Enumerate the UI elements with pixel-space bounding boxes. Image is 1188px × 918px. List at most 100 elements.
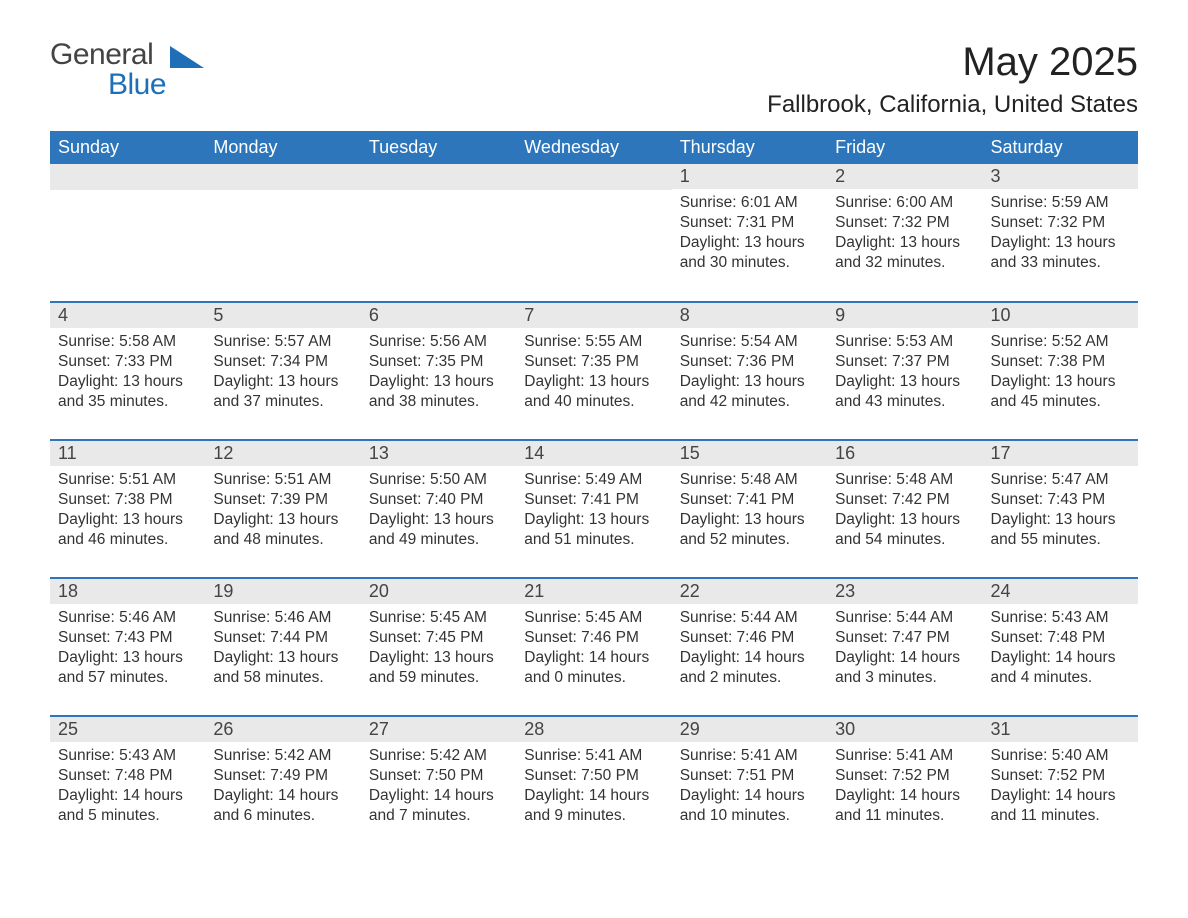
daylight-line: Daylight: 13 hours and 49 minutes. <box>369 510 508 550</box>
daylight-line: Daylight: 14 hours and 0 minutes. <box>524 648 663 688</box>
daylight-line: Daylight: 13 hours and 57 minutes. <box>58 648 197 688</box>
sunrise-line: Sunrise: 5:51 AM <box>58 470 197 490</box>
sunset-line: Sunset: 7:50 PM <box>524 766 663 786</box>
sunset-line: Sunset: 7:48 PM <box>991 628 1130 648</box>
sunset-line: Sunset: 7:35 PM <box>369 352 508 372</box>
day-number: 23 <box>827 579 982 604</box>
day-number: 28 <box>516 717 671 742</box>
day-cell: 31Sunrise: 5:40 AMSunset: 7:52 PMDayligh… <box>983 716 1138 854</box>
sunset-line: Sunset: 7:34 PM <box>213 352 352 372</box>
header: General Blue May 2025 Fallbrook, Califor… <box>50 40 1138 119</box>
sunset-line: Sunset: 7:44 PM <box>213 628 352 648</box>
sunset-line: Sunset: 7:43 PM <box>991 490 1130 510</box>
day-number: 16 <box>827 441 982 466</box>
month-title: May 2025 <box>767 40 1138 85</box>
daylight-line: Daylight: 14 hours and 2 minutes. <box>680 648 819 688</box>
day-number <box>361 164 516 190</box>
sunset-line: Sunset: 7:47 PM <box>835 628 974 648</box>
day-details: Sunrise: 5:57 AMSunset: 7:34 PMDaylight:… <box>205 328 360 419</box>
day-number: 9 <box>827 303 982 328</box>
day-cell: 2Sunrise: 6:00 AMSunset: 7:32 PMDaylight… <box>827 164 982 302</box>
day-details: Sunrise: 5:44 AMSunset: 7:46 PMDaylight:… <box>672 604 827 695</box>
logo-text-blue: Blue <box>108 70 166 100</box>
day-cell: 6Sunrise: 5:56 AMSunset: 7:35 PMDaylight… <box>361 302 516 440</box>
daylight-line: Daylight: 13 hours and 35 minutes. <box>58 372 197 412</box>
sunset-line: Sunset: 7:33 PM <box>58 352 197 372</box>
day-cell <box>361 164 516 302</box>
day-number: 1 <box>672 164 827 189</box>
day-cell: 22Sunrise: 5:44 AMSunset: 7:46 PMDayligh… <box>672 578 827 716</box>
day-number: 15 <box>672 441 827 466</box>
sunset-line: Sunset: 7:38 PM <box>991 352 1130 372</box>
logo: General Blue <box>50 40 204 100</box>
day-cell: 23Sunrise: 5:44 AMSunset: 7:47 PMDayligh… <box>827 578 982 716</box>
day-details: Sunrise: 5:41 AMSunset: 7:50 PMDaylight:… <box>516 742 671 833</box>
day-cell: 17Sunrise: 5:47 AMSunset: 7:43 PMDayligh… <box>983 440 1138 578</box>
day-details: Sunrise: 5:41 AMSunset: 7:52 PMDaylight:… <box>827 742 982 833</box>
day-details: Sunrise: 5:43 AMSunset: 7:48 PMDaylight:… <box>50 742 205 833</box>
day-cell <box>516 164 671 302</box>
sunset-line: Sunset: 7:50 PM <box>369 766 508 786</box>
sunset-line: Sunset: 7:32 PM <box>835 213 974 233</box>
day-details: Sunrise: 5:59 AMSunset: 7:32 PMDaylight:… <box>983 189 1138 280</box>
daylight-line: Daylight: 14 hours and 3 minutes. <box>835 648 974 688</box>
day-cell: 7Sunrise: 5:55 AMSunset: 7:35 PMDaylight… <box>516 302 671 440</box>
week-row: 25Sunrise: 5:43 AMSunset: 7:48 PMDayligh… <box>50 716 1138 854</box>
day-details: Sunrise: 5:42 AMSunset: 7:50 PMDaylight:… <box>361 742 516 833</box>
daylight-line: Daylight: 13 hours and 45 minutes. <box>991 372 1130 412</box>
daylight-line: Daylight: 13 hours and 42 minutes. <box>680 372 819 412</box>
day-number: 17 <box>983 441 1138 466</box>
sunrise-line: Sunrise: 5:56 AM <box>369 332 508 352</box>
sunrise-line: Sunrise: 5:46 AM <box>213 608 352 628</box>
sunrise-line: Sunrise: 5:48 AM <box>835 470 974 490</box>
day-number: 25 <box>50 717 205 742</box>
sunset-line: Sunset: 7:41 PM <box>524 490 663 510</box>
sunset-line: Sunset: 7:52 PM <box>835 766 974 786</box>
day-cell: 29Sunrise: 5:41 AMSunset: 7:51 PMDayligh… <box>672 716 827 854</box>
day-cell: 26Sunrise: 5:42 AMSunset: 7:49 PMDayligh… <box>205 716 360 854</box>
day-cell: 3Sunrise: 5:59 AMSunset: 7:32 PMDaylight… <box>983 164 1138 302</box>
day-cell: 15Sunrise: 5:48 AMSunset: 7:41 PMDayligh… <box>672 440 827 578</box>
day-details: Sunrise: 5:46 AMSunset: 7:44 PMDaylight:… <box>205 604 360 695</box>
day-details: Sunrise: 5:55 AMSunset: 7:35 PMDaylight:… <box>516 328 671 419</box>
day-details: Sunrise: 5:51 AMSunset: 7:39 PMDaylight:… <box>205 466 360 557</box>
sunset-line: Sunset: 7:32 PM <box>991 213 1130 233</box>
daylight-line: Daylight: 14 hours and 5 minutes. <box>58 786 197 826</box>
sunrise-line: Sunrise: 5:44 AM <box>680 608 819 628</box>
day-number: 27 <box>361 717 516 742</box>
sunrise-line: Sunrise: 5:47 AM <box>991 470 1130 490</box>
sunset-line: Sunset: 7:45 PM <box>369 628 508 648</box>
day-cell: 30Sunrise: 5:41 AMSunset: 7:52 PMDayligh… <box>827 716 982 854</box>
week-row: 4Sunrise: 5:58 AMSunset: 7:33 PMDaylight… <box>50 302 1138 440</box>
day-details: Sunrise: 5:53 AMSunset: 7:37 PMDaylight:… <box>827 328 982 419</box>
sunrise-line: Sunrise: 5:51 AM <box>213 470 352 490</box>
sunrise-line: Sunrise: 5:42 AM <box>213 746 352 766</box>
daylight-line: Daylight: 13 hours and 51 minutes. <box>524 510 663 550</box>
day-number <box>50 164 205 190</box>
sunrise-line: Sunrise: 5:55 AM <box>524 332 663 352</box>
daylight-line: Daylight: 13 hours and 43 minutes. <box>835 372 974 412</box>
day-cell: 27Sunrise: 5:42 AMSunset: 7:50 PMDayligh… <box>361 716 516 854</box>
sunrise-line: Sunrise: 5:41 AM <box>680 746 819 766</box>
day-number: 30 <box>827 717 982 742</box>
day-number: 22 <box>672 579 827 604</box>
day-cell: 1Sunrise: 6:01 AMSunset: 7:31 PMDaylight… <box>672 164 827 302</box>
daylight-line: Daylight: 13 hours and 32 minutes. <box>835 233 974 273</box>
day-number: 8 <box>672 303 827 328</box>
day-details: Sunrise: 5:45 AMSunset: 7:45 PMDaylight:… <box>361 604 516 695</box>
sunrise-line: Sunrise: 5:53 AM <box>835 332 974 352</box>
header-row: Sunday Monday Tuesday Wednesday Thursday… <box>50 131 1138 164</box>
day-number: 31 <box>983 717 1138 742</box>
day-details: Sunrise: 5:51 AMSunset: 7:38 PMDaylight:… <box>50 466 205 557</box>
day-details: Sunrise: 5:54 AMSunset: 7:36 PMDaylight:… <box>672 328 827 419</box>
day-details: Sunrise: 5:40 AMSunset: 7:52 PMDaylight:… <box>983 742 1138 833</box>
day-cell: 20Sunrise: 5:45 AMSunset: 7:45 PMDayligh… <box>361 578 516 716</box>
daylight-line: Daylight: 13 hours and 52 minutes. <box>680 510 819 550</box>
sunrise-line: Sunrise: 5:45 AM <box>524 608 663 628</box>
sunset-line: Sunset: 7:31 PM <box>680 213 819 233</box>
week-row: 1Sunrise: 6:01 AMSunset: 7:31 PMDaylight… <box>50 164 1138 302</box>
day-details: Sunrise: 5:41 AMSunset: 7:51 PMDaylight:… <box>672 742 827 833</box>
day-details: Sunrise: 5:44 AMSunset: 7:47 PMDaylight:… <box>827 604 982 695</box>
day-details: Sunrise: 5:48 AMSunset: 7:42 PMDaylight:… <box>827 466 982 557</box>
day-details: Sunrise: 5:46 AMSunset: 7:43 PMDaylight:… <box>50 604 205 695</box>
